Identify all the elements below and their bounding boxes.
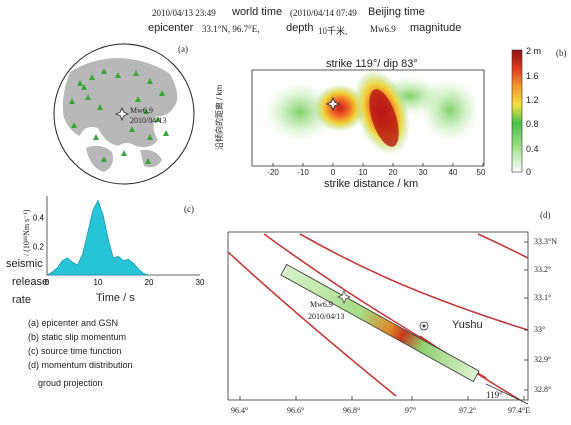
colorbar [511, 49, 523, 173]
lon-tick-label: 96.8° [343, 406, 361, 415]
panel-d-tag: (d) [540, 210, 551, 220]
panel-d-city: Yushu [452, 319, 483, 331]
panel-c-x-ticks: 0 10 20 30 [45, 278, 205, 287]
world-time-label: world time [232, 6, 283, 18]
panel-a-event-date: 2010/04/13 [130, 116, 167, 125]
magnitude-label: magnitude [410, 22, 462, 34]
lat-tick-label: 33° [534, 325, 546, 334]
lon-tick-label: 96.4° [231, 406, 249, 415]
y-tick-label: 0.2 [33, 242, 45, 251]
panel-a-tag: (a) [178, 44, 188, 54]
lon-tick-label: 96.6° [287, 406, 305, 415]
slip-patches [264, 69, 480, 155]
depth-label: depth [286, 22, 314, 34]
lon-tick-label: 97° [405, 406, 417, 415]
colorbar-tick: 0.4 [526, 144, 539, 154]
x-tick-label: 20 [389, 168, 398, 177]
legend-item: (a) epicenter and GSN [28, 318, 119, 328]
lat-tick-label: 33.2° [534, 265, 552, 274]
fault-lines [227, 233, 529, 401]
x-tick-label: 10 [359, 168, 368, 177]
lat-tick-label: 32.9° [534, 355, 552, 364]
colorbar-tick: 2 m [526, 46, 542, 56]
panel-b-x-ticks [272, 163, 484, 166]
legend-item: (c) source time function [28, 346, 122, 356]
x-tick-label: -10 [297, 168, 309, 177]
world-time-value: 2010/04/13 23:49 [152, 8, 216, 18]
legend-item: (d) momentum distribution [28, 360, 133, 370]
x-tick-label: 20 [145, 278, 154, 287]
x-tick-label: 30 [419, 168, 428, 177]
panel-c-xlabel: Time / s [96, 292, 135, 304]
lon-tick-label: 97.2° [459, 406, 477, 415]
panel-c-tag: (c) [184, 204, 194, 214]
landmass [62, 58, 178, 148]
city-marker-icon [419, 321, 429, 331]
depth-value: 10千米, [318, 26, 348, 36]
panel-b-ylabel: 沿倾向的距离 / km [215, 84, 224, 150]
colorbar-tick: 0.8 [526, 119, 539, 129]
panel-c-side-label-2: release [12, 276, 49, 288]
epicenter-label: epicenter [148, 22, 194, 34]
panel-c-y-ticks: 0.2 0.4 [33, 214, 45, 252]
colorbar-tick: 1.2 [526, 95, 539, 105]
magnitude-value: Mw6.9 [370, 24, 396, 34]
stf-area [45, 199, 150, 276]
panel-c-side-label-3: rate [12, 294, 31, 306]
y-tick-label: 0.4 [33, 214, 45, 223]
colorbar-tick: 0 [526, 167, 532, 177]
x-tick-label: 10 [94, 278, 103, 287]
lat-tick-label: 33.3°N [534, 237, 557, 246]
x-tick-label: 0 [331, 168, 336, 177]
panel-b-title: strike 119°/ dip 83° [326, 58, 418, 70]
legend-item: (b) static slip momentum [28, 332, 127, 342]
epicenter-star-icon [336, 289, 352, 305]
panel-a-event-mag: Mw6.9 [130, 106, 153, 115]
lat-tick-label: 33.1° [534, 293, 552, 302]
x-tick-label: -20 [267, 168, 279, 177]
epicenter-value: 33.1°N, 96.7°E, [202, 24, 260, 34]
panel-c-side-label-1: seismic [6, 258, 43, 270]
panel-d-event-date: 2010/04/13 [308, 312, 345, 321]
lon-tick-label: 97.4°E [508, 406, 531, 415]
beijing-time-value: (2010/04/14 07:49 [290, 8, 357, 18]
panel-b-xlabel: strike distance / km [324, 178, 419, 190]
colorbar-tick: 1.6 [526, 71, 539, 81]
lat-tick-label: 32.8° [534, 385, 552, 394]
slip-projection [280, 263, 480, 383]
epicenter-star-icon [114, 106, 130, 122]
beijing-time-label: Beijing time [368, 6, 425, 18]
panel-d-ticks [239, 241, 528, 400]
panel-d-event-mag: Mw6.9 [310, 300, 333, 309]
legend-item: groud projection [38, 378, 103, 388]
panel-d-strike: 119° [486, 390, 503, 400]
x-tick-label: 40 [449, 168, 458, 177]
x-tick-label: 30 [196, 278, 205, 287]
panel-c-ylabel: / (10¹⁸Nm s⁻¹) [22, 209, 31, 256]
panel-b-tag: (b) [556, 48, 567, 58]
hypocenter-star-icon [325, 96, 341, 112]
x-tick-label: 50 [477, 168, 486, 177]
